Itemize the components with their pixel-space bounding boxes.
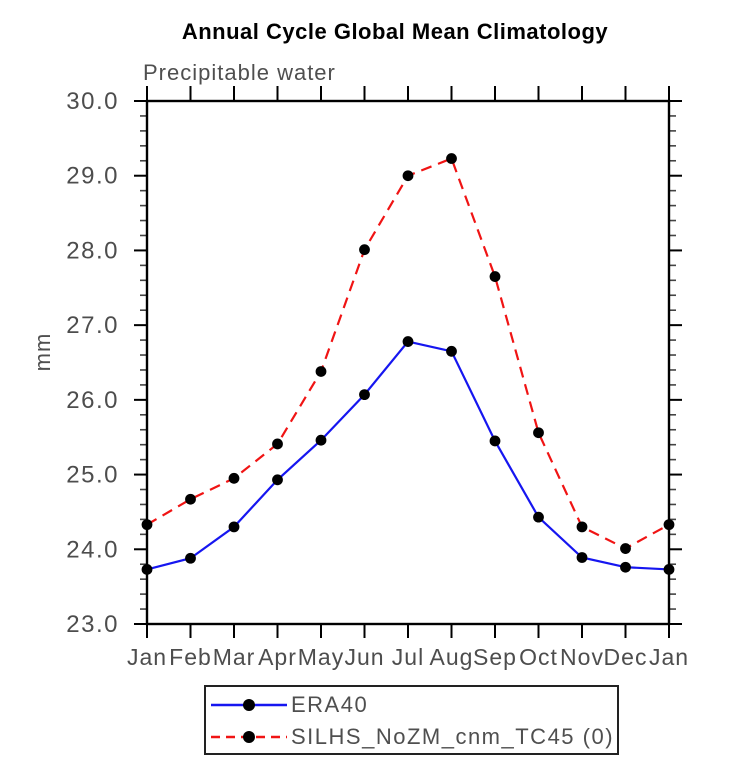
legend: ERA40 SILHS_NoZM_cnm_TC45 (0) [204,685,619,755]
data-point-marker [446,345,457,357]
y-tick-label: 25.0 [66,462,119,489]
series-0 [141,336,675,575]
data-point-marker [576,552,588,563]
y-tick-label: 28.0 [66,237,119,264]
data-point-marker [185,493,196,505]
data-point-marker [489,271,501,282]
chart-subtitle: Precipitable water [143,60,336,85]
legend-swatch [211,731,287,743]
x-tick-label: Jun [344,644,384,670]
legend-label: ERA40 [291,692,369,717]
x-ticks [146,86,670,638]
data-point-marker [446,153,457,164]
y-tick-labels: 23.0 24.0 25.0 26.0 27.0 28.0 29.0 30.0 [66,88,119,638]
y-major-ticks [134,100,682,625]
x-tick-label: Nov [560,644,604,670]
plot-axes [134,86,682,638]
y-tick-label: 24.0 [66,536,119,563]
legend-swatch [211,699,287,711]
data-point-marker [315,366,327,377]
data-point-marker [141,564,153,575]
x-tick-labels: Jan Feb Mar Apr May Jun Jul Aug Sep Oct Nov Dec Jan [127,644,689,670]
data-point-marker [489,435,501,447]
data-point-marker [315,434,327,446]
x-tick-label: Feb [169,644,212,670]
data-point-marker [533,427,544,439]
series-line [146,340,670,571]
x-tick-label: May [298,644,344,670]
y-tick-label: 23.0 [66,611,119,638]
data-point-marker [663,519,675,531]
data-point-marker [359,389,370,401]
y-tick-label: 26.0 [66,387,119,414]
x-tick-label: Sep [473,644,517,670]
data-point-marker [228,521,240,533]
chart-title: Annual Cycle Global Mean Climatology [181,19,609,44]
data-point-marker [272,438,283,450]
x-tick-label: Mar [213,644,256,670]
legend-item-0: ERA40 [209,691,368,719]
data-point-marker [272,474,283,486]
data-point-marker [620,561,631,573]
legend-marker [243,731,255,743]
legend-item-1: SILHS_NoZM_cnm_TC45 (0) [209,723,614,751]
data-point-marker [185,552,196,564]
x-tick-label: Aug [430,644,474,670]
y-tick-label: 27.0 [66,312,119,339]
x-tick-label: Oct [519,644,558,670]
y-tick-label: 29.0 [66,163,119,190]
legend-marker [243,699,255,711]
data-point-marker [402,170,414,182]
y-minor-ticks [140,115,676,610]
x-tick-label: Dec [604,644,648,670]
y-axis-title: mm [30,333,55,372]
data-point-marker [533,511,544,523]
series-line [146,157,670,550]
data-point-marker [359,244,370,256]
legend-label: SILHS_NoZM_cnm_TC45 (0) [291,724,615,749]
data-point-marker [402,336,414,347]
x-tick-label: Jan [649,644,689,670]
series-1 [141,153,675,554]
y-tick-label: 30.0 [66,88,119,115]
data-point-marker [620,543,631,554]
data-point-marker [663,564,675,575]
x-tick-label: Jul [392,644,424,670]
plot-frame [145,99,671,626]
x-tick-label: Apr [258,644,297,670]
data-point-marker [141,519,153,531]
data-point-marker [228,472,240,484]
data-point-marker [576,521,588,533]
x-tick-label: Jan [127,644,167,670]
